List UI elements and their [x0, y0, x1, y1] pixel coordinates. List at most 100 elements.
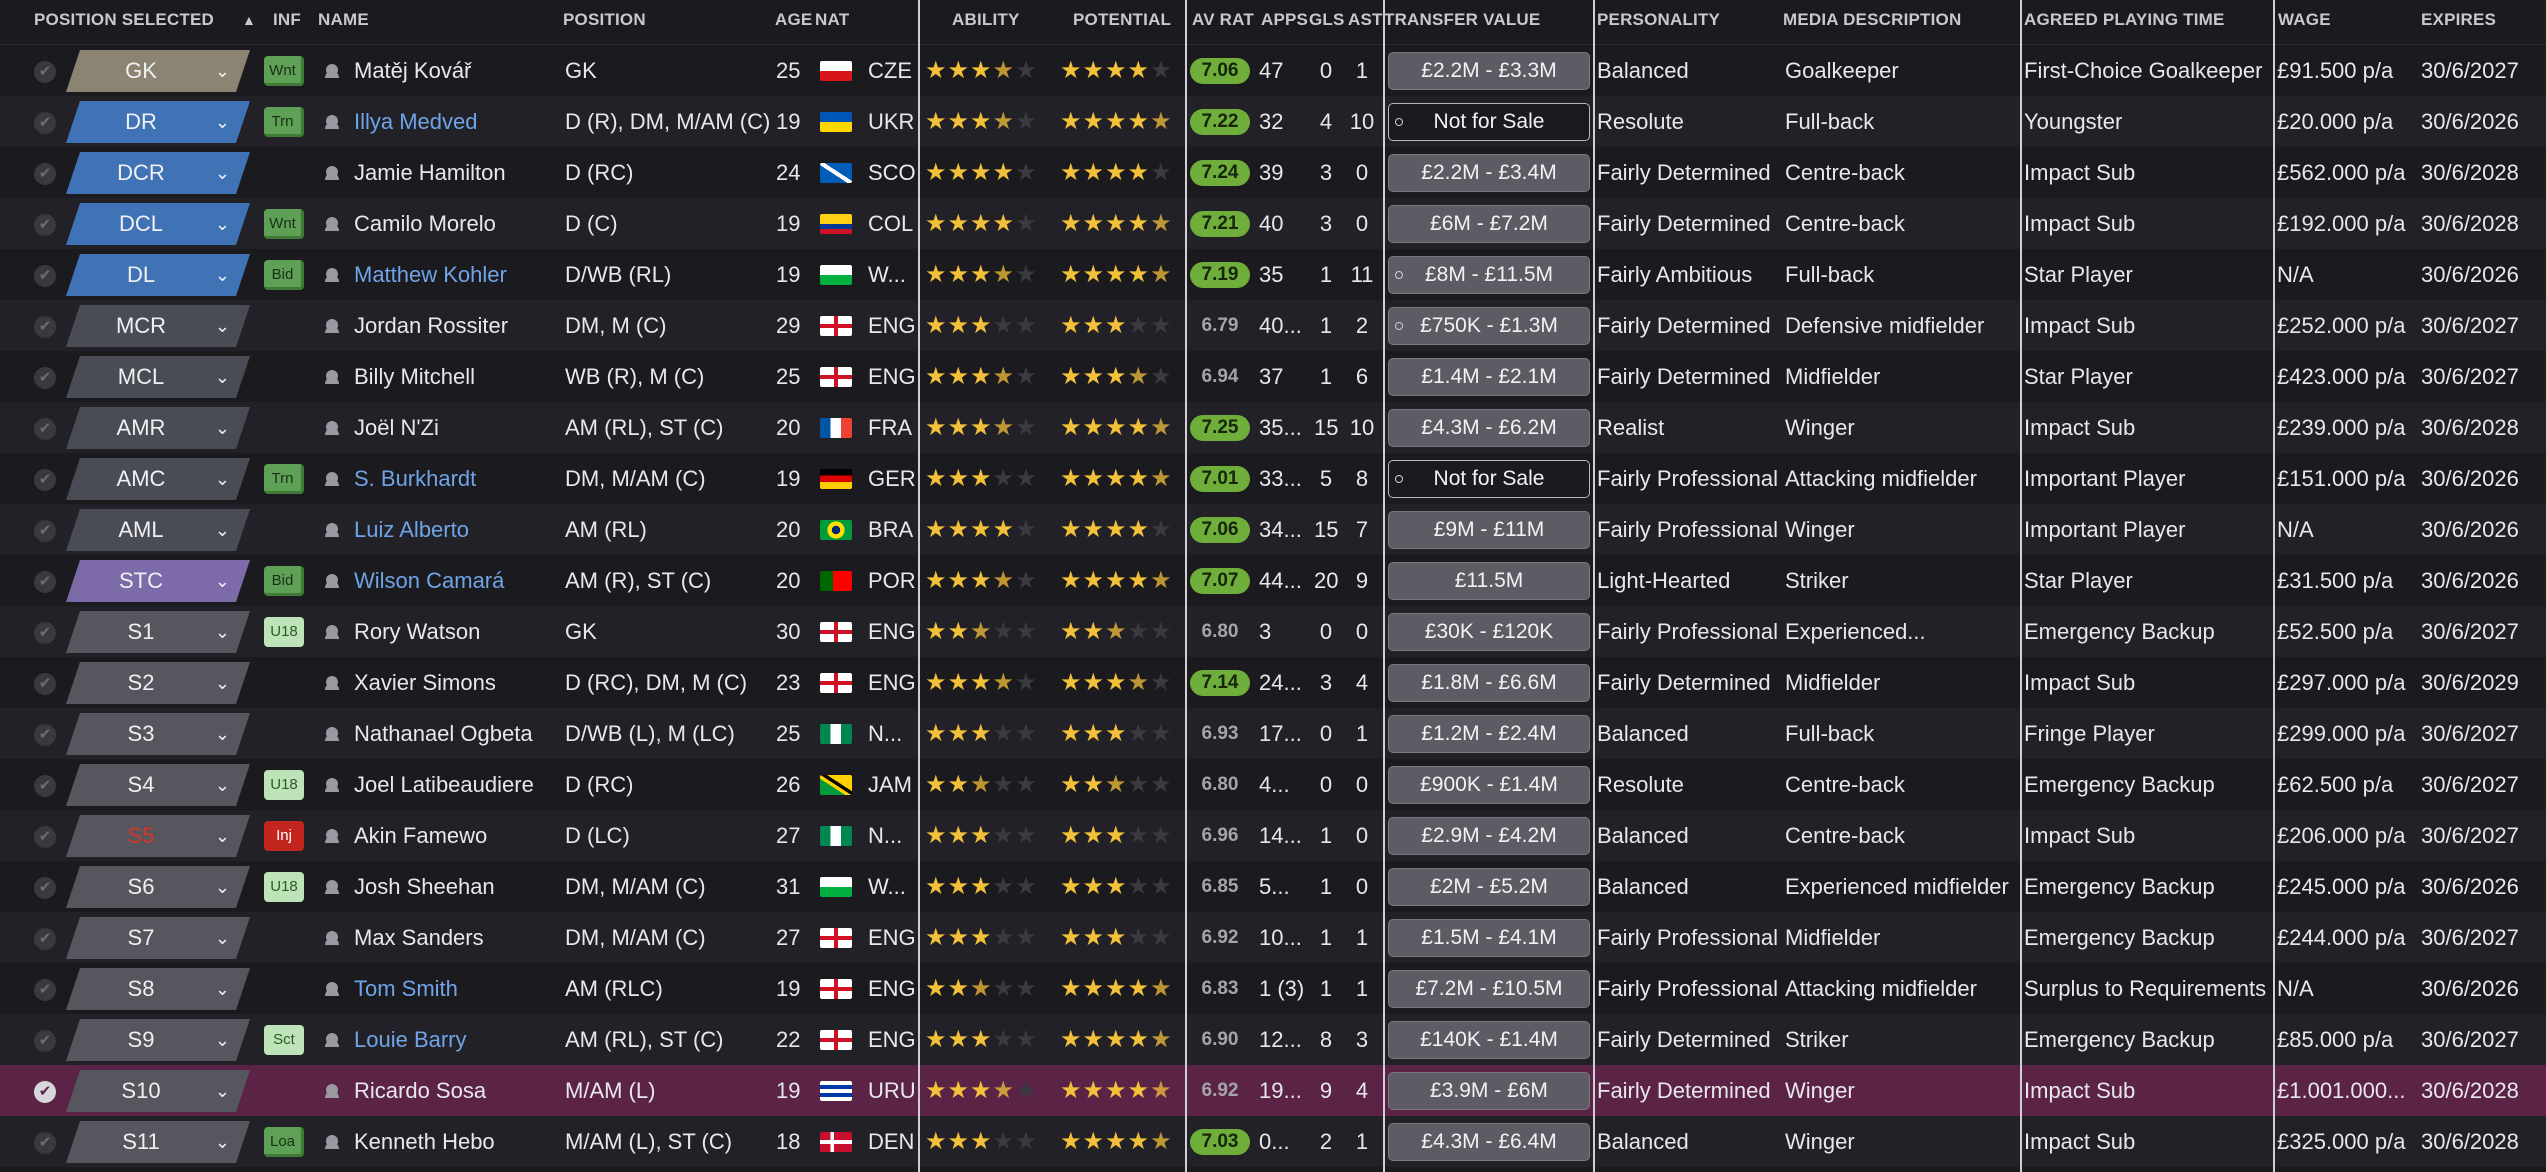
check-circle-icon[interactable]: ✔ — [34, 61, 56, 83]
info-badge[interactable]: Bid — [264, 260, 304, 290]
transfer-value-button[interactable]: £4.3M - £6.2M — [1388, 409, 1590, 447]
transfer-value-button[interactable]: £2.2M - £3.3M — [1388, 52, 1590, 90]
header-media-description[interactable]: MEDIA DESCRIPTION — [1783, 10, 1962, 29]
player-name[interactable]: Tom Smith — [354, 976, 458, 1001]
header-gls[interactable]: GLS — [1309, 10, 1345, 29]
check-circle-icon[interactable]: ✔ — [34, 469, 56, 491]
player-name[interactable]: Louie Barry — [354, 1027, 467, 1052]
transfer-value-button[interactable]: Not for Sale — [1388, 460, 1590, 498]
position-dropdown[interactable]: S9 ⌄ — [66, 1019, 250, 1061]
header-transfer-value[interactable]: TRANSFER VALUE — [1384, 10, 1541, 29]
header-age[interactable]: AGE — [775, 10, 813, 29]
player-name[interactable]: Wilson Camará — [354, 568, 505, 593]
position-dropdown[interactable]: MCL ⌄ — [66, 356, 250, 398]
check-circle-icon[interactable]: ✔ — [34, 1132, 56, 1154]
person-icon[interactable] — [325, 778, 339, 792]
position-dropdown[interactable]: S8 ⌄ — [66, 968, 250, 1010]
info-badge[interactable]: Wnt — [264, 209, 304, 239]
check-circle-icon[interactable]: ✔ — [34, 724, 56, 746]
transfer-value-button[interactable]: £30K - £120K — [1388, 613, 1590, 651]
position-dropdown[interactable]: S4 ⌄ — [66, 764, 250, 806]
header-wage[interactable]: WAGE — [2278, 10, 2331, 29]
header-inf[interactable]: INF — [273, 10, 301, 29]
check-circle-icon[interactable]: ✔ — [34, 367, 56, 389]
info-badge[interactable]: Loa — [264, 1127, 304, 1157]
person-icon[interactable] — [325, 982, 339, 996]
table-row[interactable]: ✔ MCL ⌄ Billy Mitchell WB (R), M (C) 25 … — [0, 351, 2546, 402]
check-circle-icon[interactable]: ✔ — [34, 418, 56, 440]
header-av-rat[interactable]: AV RAT — [1192, 10, 1254, 29]
player-name[interactable]: Nathanael Ogbeta — [354, 721, 533, 746]
table-row[interactable]: ✔ AMC ⌄ Trn S. Burkhardt DM, M/AM (C) 19… — [0, 453, 2546, 504]
check-circle-icon[interactable]: ✔ — [34, 112, 56, 134]
transfer-value-button[interactable]: £140K - £1.4M — [1388, 1021, 1590, 1059]
header-agreed-playing-time[interactable]: AGREED PLAYING TIME — [2024, 10, 2225, 29]
table-row[interactable]: ✔ S1 ⌄ U18 Rory Watson GK 30 ENG ★★★★★ ★… — [0, 606, 2546, 657]
header-ast[interactable]: AST — [1348, 10, 1383, 29]
player-name[interactable]: Joel Latibeaudiere — [354, 772, 534, 797]
position-dropdown[interactable]: AMC ⌄ — [66, 458, 250, 500]
player-name[interactable]: Kenneth Hebo — [354, 1129, 495, 1154]
position-dropdown[interactable]: GK ⌄ — [66, 50, 250, 92]
header-position[interactable]: POSITION — [563, 10, 646, 29]
person-icon[interactable] — [325, 319, 339, 333]
person-icon[interactable] — [325, 829, 339, 843]
check-circle-icon[interactable]: ✔ — [34, 1030, 56, 1052]
player-name[interactable]: Xavier Simons — [354, 670, 496, 695]
position-dropdown[interactable]: S3 ⌄ — [66, 713, 250, 755]
transfer-value-button[interactable]: £2.9M - £4.2M — [1388, 817, 1590, 855]
header-personality[interactable]: PERSONALITY — [1597, 10, 1721, 29]
info-badge[interactable]: Trn — [264, 107, 304, 137]
player-name[interactable]: Max Sanders — [354, 925, 484, 950]
player-name[interactable]: Jordan Rossiter — [354, 313, 509, 338]
table-row[interactable]: ✔ S11 ⌄ Loa Kenneth Hebo M/AM (L), ST (C… — [0, 1116, 2546, 1167]
info-badge[interactable]: U18 — [264, 617, 304, 647]
check-circle-icon[interactable]: ✔ — [34, 775, 56, 797]
person-icon[interactable] — [325, 472, 339, 486]
player-name[interactable]: Matěj Kovář — [354, 58, 472, 83]
check-circle-icon[interactable]: ✔ — [34, 979, 56, 1001]
check-circle-icon[interactable]: ✔ — [34, 163, 56, 185]
info-badge[interactable]: U18 — [264, 770, 304, 800]
position-dropdown[interactable]: S11 ⌄ — [66, 1121, 250, 1163]
table-row[interactable]: ✔ S5 ⌄ Inj Akin Famewo D (LC) 27 N... ★★… — [0, 810, 2546, 861]
transfer-value-button[interactable]: £11.5M — [1388, 562, 1590, 600]
table-row[interactable]: ✔ S7 ⌄ Max Sanders DM, M/AM (C) 27 ENG ★… — [0, 912, 2546, 963]
check-circle-icon[interactable]: ✔ — [34, 1081, 56, 1103]
table-row[interactable]: ✔ AML ⌄ Luiz Alberto AM (RL) 20 BRA ★★★★… — [0, 504, 2546, 555]
table-row[interactable]: ✔ S2 ⌄ Xavier Simons D (RC), DM, M (C) 2… — [0, 657, 2546, 708]
info-badge[interactable]: Wnt — [264, 56, 304, 86]
person-icon[interactable] — [325, 115, 339, 129]
position-dropdown[interactable]: S1 ⌄ — [66, 611, 250, 653]
player-name[interactable]: S. Burkhardt — [354, 466, 477, 491]
info-badge[interactable]: U18 — [264, 872, 304, 902]
sort-ascending-icon[interactable]: ▲ — [242, 12, 256, 28]
check-circle-icon[interactable]: ✔ — [34, 316, 56, 338]
header-apps[interactable]: APPS — [1261, 10, 1309, 29]
player-name[interactable]: Jamie Hamilton — [354, 160, 506, 185]
table-row[interactable]: ✔ DR ⌄ Trn Illya Medved D (R), DM, M/AM … — [0, 96, 2546, 147]
transfer-value-button[interactable]: Not for Sale — [1388, 103, 1590, 141]
header-position-selected[interactable]: POSITION SELECTED — [34, 10, 215, 29]
check-circle-icon[interactable]: ✔ — [34, 214, 56, 236]
transfer-value-button[interactable]: £1.8M - £6.6M — [1388, 664, 1590, 702]
player-name[interactable]: Josh Sheehan — [354, 874, 495, 899]
table-row[interactable]: ✔ GK ⌄ Wnt Matěj Kovář GK 25 CZE ★★★★★ ★… — [0, 45, 2546, 96]
transfer-value-button[interactable]: £1.2M - £2.4M — [1388, 715, 1590, 753]
info-badge[interactable]: Inj — [264, 821, 304, 851]
check-circle-icon[interactable]: ✔ — [34, 877, 56, 899]
transfer-value-button[interactable]: £3.9M - £6M — [1388, 1072, 1590, 1110]
player-name[interactable]: Ricardo Sosa — [354, 1078, 487, 1103]
person-icon[interactable] — [325, 727, 339, 741]
person-icon[interactable] — [325, 1084, 339, 1098]
check-circle-icon[interactable]: ✔ — [34, 622, 56, 644]
player-name[interactable]: Camilo Morelo — [354, 211, 496, 236]
person-icon[interactable] — [325, 64, 339, 78]
header-ability[interactable]: ABILITY — [952, 10, 1020, 29]
person-icon[interactable] — [325, 370, 339, 384]
check-circle-icon[interactable]: ✔ — [34, 265, 56, 287]
check-circle-icon[interactable]: ✔ — [34, 571, 56, 593]
table-row[interactable]: ✔ S9 ⌄ Sct Louie Barry AM (RL), ST (C) 2… — [0, 1014, 2546, 1065]
player-name[interactable]: Joël N'Zi — [354, 415, 439, 440]
table-row[interactable]: ✔ S8 ⌄ Tom Smith AM (RLC) 19 ENG ★★★★★ ★… — [0, 963, 2546, 1014]
